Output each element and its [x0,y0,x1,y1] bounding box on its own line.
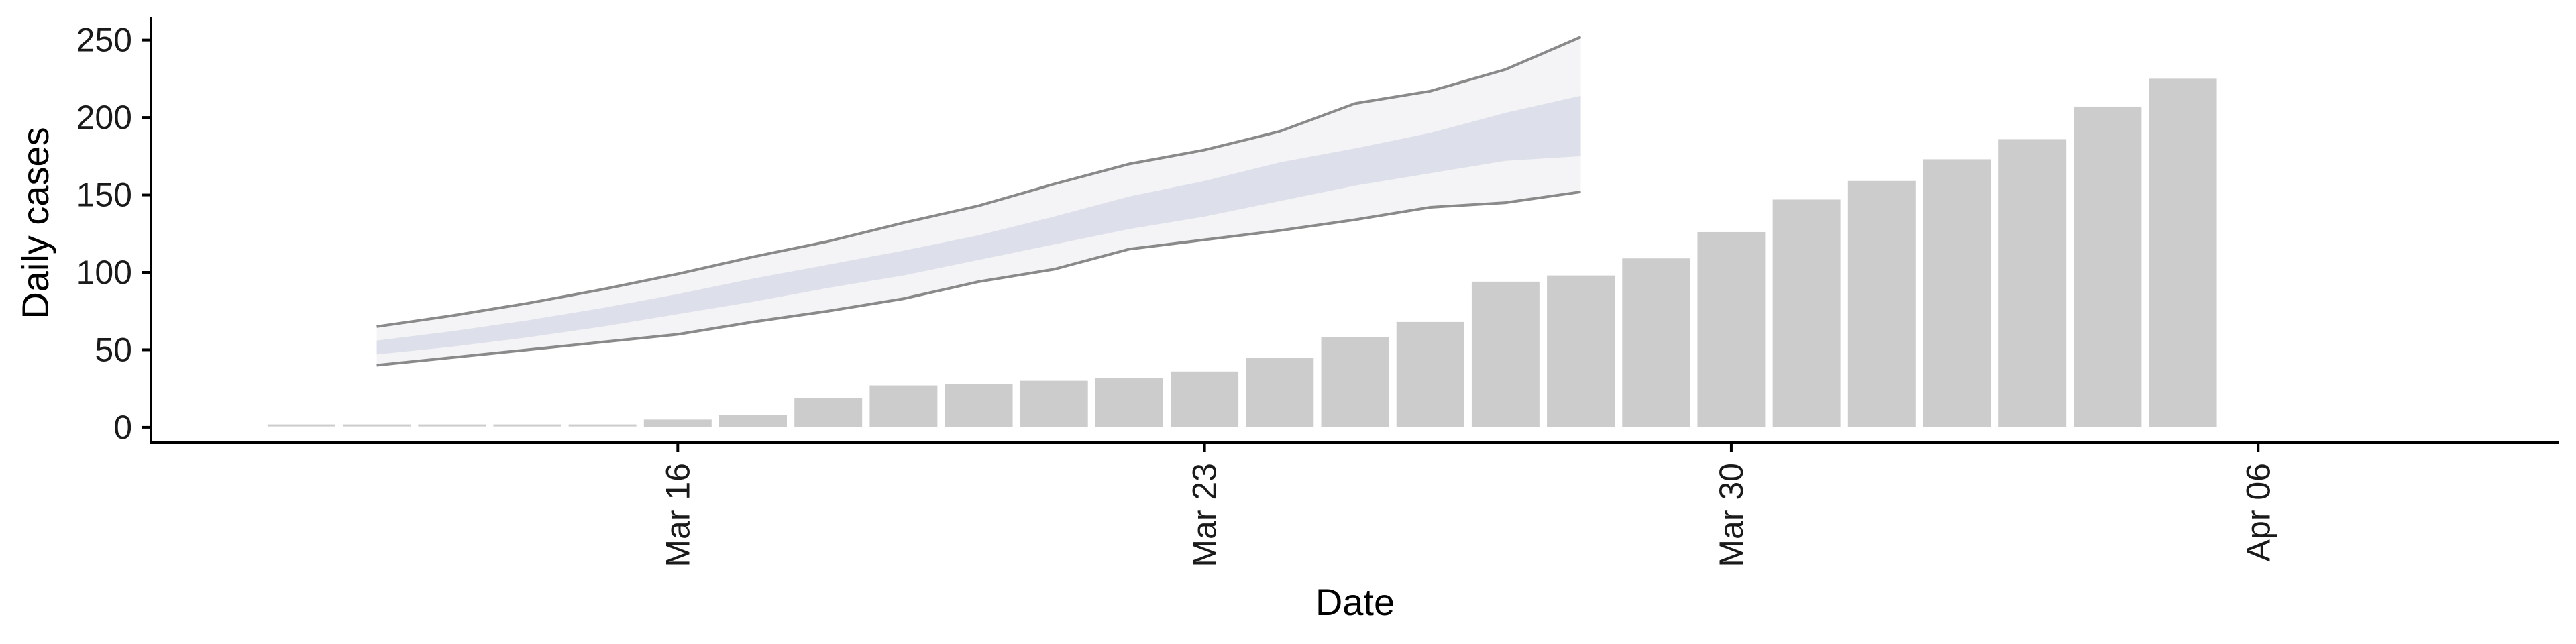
bar [1171,371,1239,427]
bar [1095,378,1163,427]
bar [719,415,787,427]
inner-interval-band [376,95,1581,355]
bar [1547,275,1615,427]
y-tick-label: 250 [76,21,132,59]
bar [1697,231,1766,427]
bar [794,398,863,427]
bar [267,424,335,427]
bar [1471,281,1540,427]
x-tick-label: Mar 23 [1186,463,1224,568]
y-tick-label: 50 [95,331,132,368]
bar [2149,78,2217,427]
y-tick-label: 150 [76,176,132,214]
bar [2074,106,2142,427]
bar [1998,139,2067,427]
x-tick-layer: Mar 16 Mar 23 Mar 30 Apr 06 [659,443,2277,568]
nowcast-band-layer [376,36,1582,367]
bar [343,424,411,427]
y-tick-layer: 0 50 100 150 200 250 [76,21,151,446]
x-tick-label: Mar 30 [1713,463,1750,568]
bar-layer [267,78,2217,427]
bar [945,384,1013,427]
outer-band-upper-line [376,36,1582,328]
bar [869,385,938,427]
bar [643,419,712,427]
y-tick-label: 200 [76,99,132,136]
bar [1020,380,1088,427]
bar [568,424,637,427]
bar [1923,159,1991,427]
bar [1622,258,1690,427]
bar [493,424,561,427]
x-axis-title: Date [1316,581,1395,623]
bar [1246,358,1314,427]
bar [1396,321,1464,427]
y-tick-label: 0 [113,409,132,446]
x-tick-label: Apr 06 [2239,463,2277,561]
axes-layer [150,17,2559,444]
x-tick-label: Mar 16 [659,463,696,568]
bar [1321,337,1389,427]
outer-band-lower-line [376,190,1581,367]
y-axis-title: Daily cases [14,127,56,319]
bar [1847,180,1916,427]
y-tick-label: 100 [76,254,132,291]
bar [1772,199,1841,427]
outer-interval-band [376,37,1581,366]
bar [418,424,486,427]
